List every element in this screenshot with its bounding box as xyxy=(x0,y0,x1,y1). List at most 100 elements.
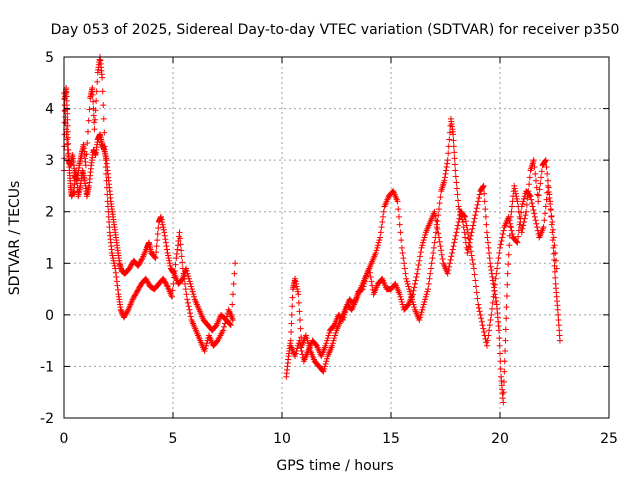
data-point xyxy=(550,234,557,241)
data-point xyxy=(302,332,309,339)
data-point xyxy=(416,317,423,324)
data-point xyxy=(461,213,468,220)
data-point xyxy=(166,257,173,264)
data-point xyxy=(453,185,460,192)
data-point xyxy=(417,249,424,256)
data-point xyxy=(467,243,474,250)
data-point xyxy=(372,249,379,256)
data-point xyxy=(406,288,413,295)
data-point xyxy=(476,191,483,198)
data-point xyxy=(132,291,139,298)
data-point xyxy=(396,221,403,228)
data-point xyxy=(293,347,300,354)
data-point xyxy=(482,206,489,213)
plot-frame xyxy=(63,56,610,419)
data-point xyxy=(547,206,554,213)
data-point xyxy=(114,282,121,289)
data-point xyxy=(422,231,429,238)
data-point xyxy=(61,119,68,126)
data-point xyxy=(515,233,522,240)
data-point xyxy=(554,306,561,313)
data-point xyxy=(167,262,174,269)
data-point xyxy=(332,329,339,336)
data-point xyxy=(421,234,428,241)
data-point xyxy=(551,242,558,249)
data-point xyxy=(465,231,472,238)
data-point xyxy=(395,206,402,213)
data-point xyxy=(451,155,458,162)
data-point xyxy=(202,345,209,352)
data-point xyxy=(151,254,158,261)
data-point xyxy=(438,251,445,258)
data-point xyxy=(154,237,161,244)
data-point xyxy=(430,249,437,256)
data-point xyxy=(154,231,161,238)
data-point xyxy=(227,321,234,328)
data-point xyxy=(514,198,521,205)
data-point xyxy=(89,91,96,98)
data-point xyxy=(106,219,113,226)
data-point xyxy=(288,320,295,327)
data-point xyxy=(490,293,497,300)
data-point xyxy=(489,299,496,306)
data-point xyxy=(186,278,193,285)
data-point xyxy=(93,97,100,104)
data-point xyxy=(552,249,559,256)
data-point xyxy=(171,268,178,275)
data-point xyxy=(91,119,98,126)
data-point xyxy=(503,304,510,311)
data-point xyxy=(169,287,176,294)
data-point xyxy=(431,208,438,215)
data-point xyxy=(410,287,417,294)
data-point xyxy=(296,337,303,344)
data-point xyxy=(444,270,451,277)
data-point xyxy=(292,278,299,285)
data-point xyxy=(292,353,299,360)
data-point xyxy=(341,311,348,318)
data-point xyxy=(548,213,555,220)
data-point xyxy=(455,203,462,210)
data-point xyxy=(446,260,453,267)
data-point xyxy=(531,164,538,171)
data-point xyxy=(515,227,522,234)
data-point xyxy=(480,325,487,332)
data-point xyxy=(190,291,197,298)
data-point xyxy=(473,283,480,290)
data-point xyxy=(530,157,537,164)
data-point xyxy=(552,274,559,281)
data-point xyxy=(449,249,456,256)
data-point xyxy=(497,366,504,373)
y-tick-label: 4 xyxy=(45,102,54,118)
data-point xyxy=(398,237,405,244)
data-point xyxy=(342,309,349,316)
data-point xyxy=(329,342,336,349)
data-point xyxy=(527,193,534,200)
data-point xyxy=(164,246,171,253)
data-point xyxy=(503,315,510,322)
data-point xyxy=(544,189,551,196)
data-point xyxy=(170,280,177,287)
x-tick-label: 10 xyxy=(273,431,291,447)
data-point xyxy=(491,281,498,288)
data-point xyxy=(212,323,219,330)
data-point xyxy=(230,280,237,287)
data-point xyxy=(464,226,471,233)
data-point xyxy=(547,200,554,207)
data-point xyxy=(289,303,296,310)
data-point xyxy=(505,261,512,268)
data-point xyxy=(113,274,120,281)
data-point xyxy=(465,243,472,250)
data-point xyxy=(135,262,142,269)
data-point xyxy=(422,296,429,303)
data-point xyxy=(452,173,459,180)
data-point xyxy=(521,193,528,200)
data-point xyxy=(164,249,171,256)
data-point xyxy=(163,243,170,250)
data-point xyxy=(292,275,299,282)
data-point xyxy=(437,194,444,201)
data-point xyxy=(83,151,90,158)
x-tick-labels: 0 5 10 15 20 25 xyxy=(60,431,618,447)
data-point xyxy=(62,114,69,121)
data-point xyxy=(99,74,106,81)
data-point xyxy=(340,317,347,324)
